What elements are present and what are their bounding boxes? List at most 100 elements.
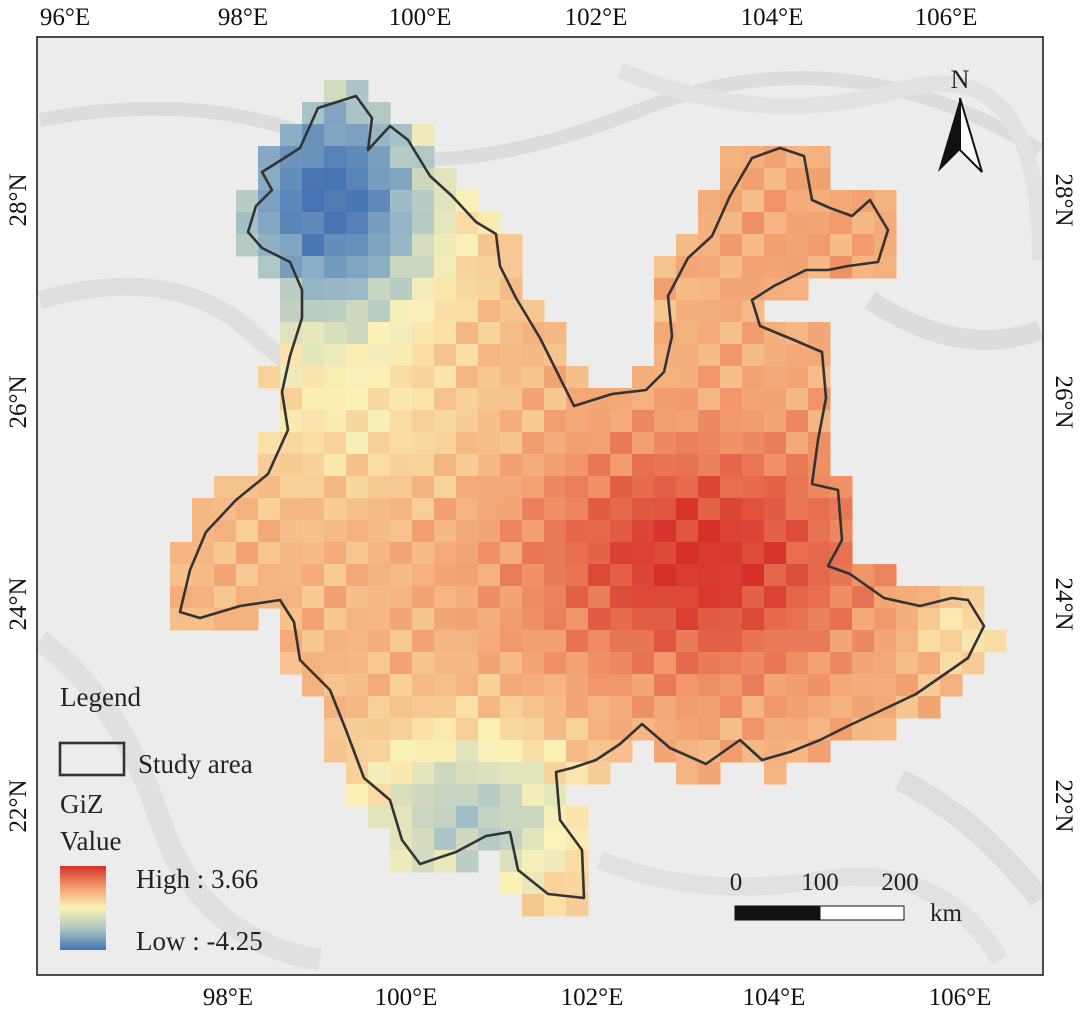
raster-cell [500, 652, 523, 675]
raster-cell [456, 410, 479, 433]
raster-cell [676, 630, 699, 653]
raster-cell [786, 344, 809, 367]
raster-cell [236, 564, 259, 587]
raster-cell [302, 366, 325, 389]
raster-cell [522, 740, 545, 763]
raster-cell [368, 762, 391, 785]
raster-cell [368, 168, 391, 191]
raster-cell [676, 300, 699, 323]
raster-cell [368, 300, 391, 323]
raster-cell [456, 586, 479, 609]
raster-cell [544, 740, 567, 763]
raster-cell [302, 454, 325, 477]
raster-cell [940, 652, 963, 675]
raster-cell [588, 498, 611, 521]
raster-cell [390, 278, 413, 301]
raster-cell [412, 366, 435, 389]
lon-label-top: 106°E [915, 4, 978, 31]
raster-cell [742, 432, 765, 455]
raster-cell [764, 212, 787, 235]
raster-cell [434, 432, 457, 455]
raster-cell [258, 542, 281, 565]
raster-cell [654, 256, 677, 279]
raster-cell [676, 278, 699, 301]
raster-cell [390, 388, 413, 411]
raster-cell [698, 190, 721, 213]
raster-cell [852, 718, 875, 741]
raster-cell [456, 454, 479, 477]
raster-cell [720, 432, 743, 455]
raster-cell [368, 696, 391, 719]
raster-cell [522, 586, 545, 609]
lon-label-top: 96°E [40, 4, 90, 31]
lon-label-top: 104°E [741, 4, 804, 31]
raster-cell [522, 674, 545, 697]
raster-cell [456, 674, 479, 697]
raster-cell [346, 366, 369, 389]
raster-cell [720, 476, 743, 499]
raster-cell [434, 410, 457, 433]
raster-cell [390, 586, 413, 609]
raster-cell [522, 850, 545, 873]
raster-cell [874, 190, 897, 213]
raster-cell [676, 432, 699, 455]
raster-cell [610, 718, 633, 741]
raster-cell [522, 388, 545, 411]
raster-cell [918, 608, 941, 631]
raster-cell [676, 674, 699, 697]
raster-cell [654, 476, 677, 499]
raster-cell [786, 674, 809, 697]
raster-cell [698, 542, 721, 565]
raster-cell [412, 740, 435, 763]
raster-cell [478, 432, 501, 455]
raster-cell [698, 718, 721, 741]
raster-cell [390, 300, 413, 323]
raster-cell [764, 696, 787, 719]
raster-cell [412, 784, 435, 807]
raster-cell [676, 388, 699, 411]
raster-cell [434, 388, 457, 411]
raster-cell [412, 762, 435, 785]
raster-cell [742, 168, 765, 191]
raster-cell [412, 388, 435, 411]
raster-cell [676, 564, 699, 587]
raster-cell [192, 498, 215, 521]
raster-cell [280, 124, 303, 147]
raster-cell [478, 608, 501, 631]
raster-cell [324, 476, 347, 499]
raster-cell [500, 696, 523, 719]
raster-cell [632, 674, 655, 697]
raster-cell [786, 542, 809, 565]
raster-cell [764, 234, 787, 257]
raster-cell [632, 586, 655, 609]
raster-cell [368, 784, 391, 807]
raster-cell [192, 520, 215, 543]
raster-cell [544, 674, 567, 697]
raster-cell [500, 366, 523, 389]
raster-cell [654, 740, 677, 763]
raster-cell [324, 80, 347, 103]
raster-cell [808, 410, 831, 433]
raster-cell [654, 300, 677, 323]
raster-cell [280, 542, 303, 565]
raster-cell [632, 388, 655, 411]
raster-cell [522, 718, 545, 741]
raster-cell [280, 168, 303, 191]
raster-cell [500, 784, 523, 807]
raster-cell [566, 806, 589, 829]
raster-cell [390, 696, 413, 719]
raster-cell [412, 300, 435, 323]
raster-cell [346, 696, 369, 719]
raster-cell [632, 520, 655, 543]
study-area-label: Study area [138, 749, 253, 779]
raster-cell [786, 454, 809, 477]
bottom-lon-labels: 98°E 100°E 102°E 104°E 106°E [203, 984, 992, 1011]
raster-cell [544, 608, 567, 631]
raster-cell [808, 256, 831, 279]
raster-cell [456, 740, 479, 763]
lon-label-bottom: 98°E [203, 984, 253, 1011]
raster-cell [610, 696, 633, 719]
raster-cell [434, 740, 457, 763]
lon-label-top: 100°E [389, 4, 452, 31]
raster-cell [588, 718, 611, 741]
